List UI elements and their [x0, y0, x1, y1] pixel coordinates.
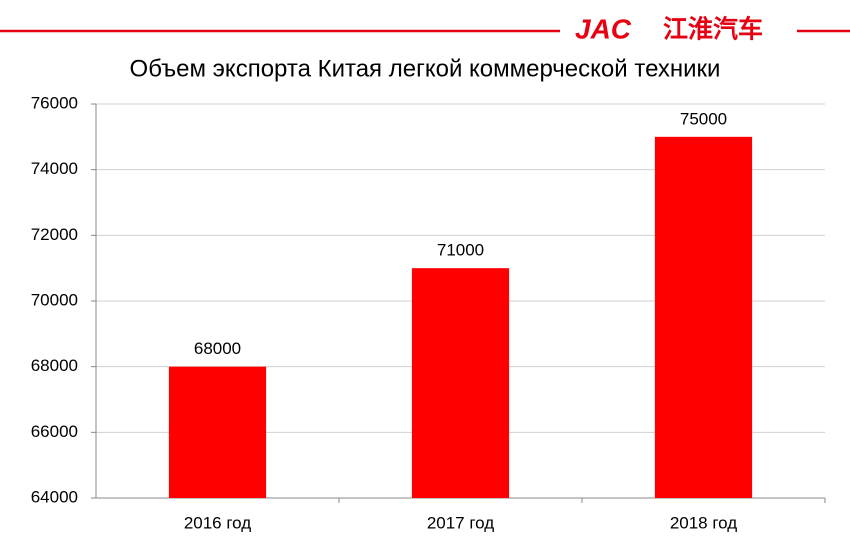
chart-title: Объем экспорта Китая легкой коммерческой… — [130, 55, 721, 82]
bar — [411, 268, 510, 498]
x-tick-label: 2018 год — [670, 513, 737, 532]
data-label: 75000 — [680, 109, 727, 128]
x-tick-label: 2017 год — [427, 513, 494, 532]
brand-logo: JAC — [575, 13, 632, 44]
data-label: 71000 — [437, 241, 484, 260]
data-label: 68000 — [194, 339, 241, 358]
brand-name: 江淮汽车 — [663, 15, 763, 44]
bar — [168, 366, 267, 498]
y-tick-label: 68000 — [31, 356, 78, 375]
y-tick-label: 76000 — [31, 93, 78, 112]
y-tick-label: 66000 — [31, 422, 78, 441]
bar — [654, 136, 753, 499]
y-tick-label: 72000 — [31, 225, 78, 244]
y-tick-label: 74000 — [31, 159, 78, 178]
y-tick-label: 64000 — [31, 487, 78, 506]
x-tick-label: 2016 год — [184, 513, 251, 532]
y-tick-label: 70000 — [31, 290, 78, 309]
